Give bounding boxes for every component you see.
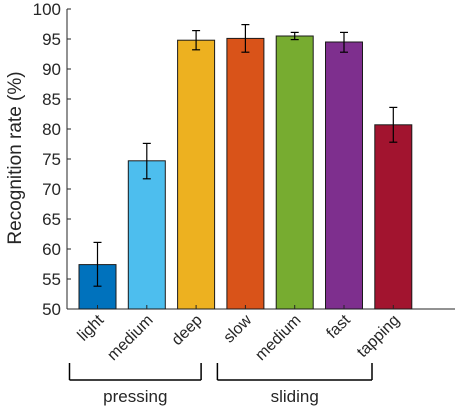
category-label: tapping	[354, 312, 403, 361]
category-label: light	[75, 311, 108, 344]
y-tick-label: 60	[42, 240, 61, 259]
y-tick-label: 95	[42, 30, 61, 49]
y-tick-label: 55	[42, 270, 61, 289]
bar-deep	[177, 39, 216, 310]
bar-medium	[127, 160, 166, 310]
y-tick-label: 75	[42, 150, 61, 169]
category-label: deep	[169, 312, 206, 349]
group-label-sliding: sliding	[271, 387, 319, 406]
bar-tapping	[374, 124, 413, 310]
group-label-pressing: pressing	[103, 387, 167, 406]
y-tick-label: 80	[42, 120, 61, 139]
y-tick-label: 90	[42, 60, 61, 79]
category-label: medium	[252, 312, 304, 364]
y-tick-label: 70	[42, 180, 61, 199]
y-tick-label: 85	[42, 90, 61, 109]
y-tick-label: 100	[33, 0, 61, 19]
y-axis-label: Recognition rate (%)	[5, 71, 26, 244]
bar-slow	[226, 37, 265, 310]
y-tick-label: 50	[42, 300, 61, 319]
category-label: medium	[104, 312, 156, 364]
bar-fast	[325, 41, 363, 310]
category-label: slow	[221, 311, 256, 346]
category-label: fast	[324, 311, 355, 342]
y-tick-label: 65	[42, 210, 61, 229]
bar-medium	[275, 35, 314, 310]
